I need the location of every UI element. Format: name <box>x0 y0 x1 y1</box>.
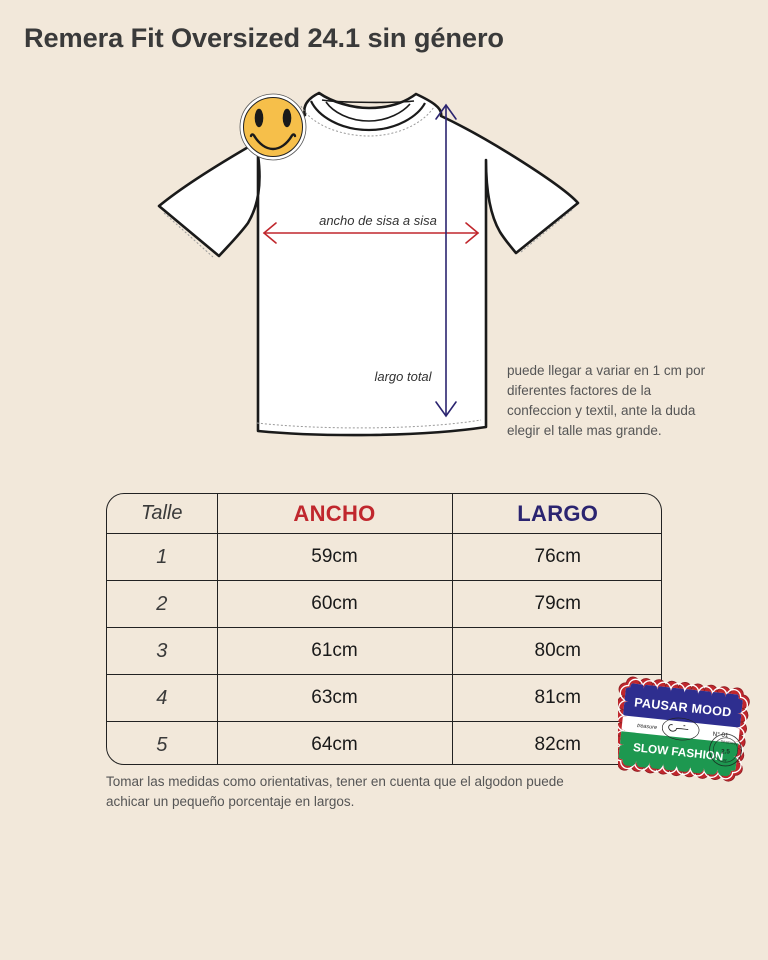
svg-text:uy: uy <box>723 758 727 762</box>
svg-text:2.5: 2.5 <box>721 748 730 755</box>
svg-text:largo total: largo total <box>374 369 432 384</box>
svg-text:ancho de sisa a sisa: ancho de sisa a sisa <box>319 213 437 228</box>
